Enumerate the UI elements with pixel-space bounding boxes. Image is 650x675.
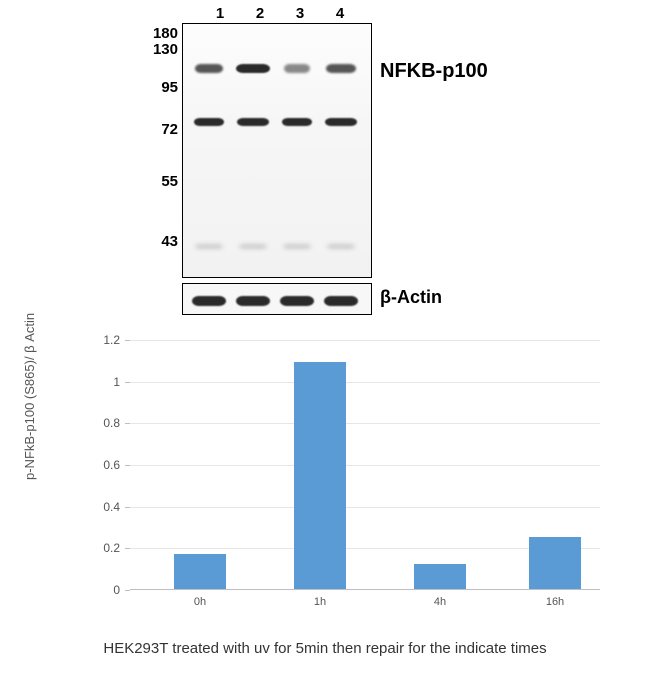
blot-membrane-actin xyxy=(182,283,372,315)
figure-caption: HEK293T treated with uv for 5min then re… xyxy=(0,640,650,657)
chart-bar xyxy=(529,537,581,589)
blot-smudge xyxy=(239,244,267,249)
y-tick-mark xyxy=(125,382,130,383)
chart-bar xyxy=(294,362,346,589)
chart-gridline xyxy=(130,382,600,383)
lane-number: 2 xyxy=(256,5,264,22)
band-label-nfkb: NFKB-p100 xyxy=(380,60,488,83)
y-tick-label: 0.2 xyxy=(80,541,120,555)
blot-band xyxy=(195,64,223,73)
mw-marker: 43 xyxy=(161,233,178,250)
chart-bar xyxy=(414,564,466,589)
y-tick-mark xyxy=(125,590,130,591)
blot-band xyxy=(326,64,356,73)
bar-chart: p-NFkB-p100 (S865)/ β Actin 0h1h4h16h 00… xyxy=(30,330,620,630)
blot-band xyxy=(282,118,312,126)
y-tick-label: 0 xyxy=(80,583,120,597)
lane-number: 1 xyxy=(216,5,224,22)
y-tick-label: 0.8 xyxy=(80,416,120,430)
x-tick-label: 16h xyxy=(546,596,564,608)
blot-smudge xyxy=(195,244,223,249)
x-tick-label: 0h xyxy=(194,596,206,608)
x-tick-label: 1h xyxy=(314,596,326,608)
x-tick-label: 4h xyxy=(434,596,446,608)
blot-band xyxy=(284,64,310,73)
chart-gridline xyxy=(130,465,600,466)
lane-number: 3 xyxy=(296,5,304,22)
chart-bar xyxy=(174,554,226,589)
chart-gridline xyxy=(130,340,600,341)
western-blot: 1 2 3 4 18013095725543 NFKB-p100 β-Actin xyxy=(120,5,500,325)
mw-marker: 95 xyxy=(161,79,178,96)
y-tick-label: 0.4 xyxy=(80,500,120,514)
blot-band xyxy=(324,296,358,306)
lane-number-row: 1 2 3 4 xyxy=(200,5,360,22)
mw-marker: 55 xyxy=(161,173,178,190)
blot-smudge xyxy=(327,244,355,249)
blot-smudge xyxy=(283,244,311,249)
blot-band xyxy=(280,296,314,306)
chart-gridline xyxy=(130,507,600,508)
chart-gridline xyxy=(130,423,600,424)
blot-band xyxy=(236,64,270,73)
blot-band xyxy=(325,118,357,126)
blot-band xyxy=(237,118,269,126)
y-tick-label: 1 xyxy=(80,375,120,389)
blot-band xyxy=(194,118,224,126)
y-tick-mark xyxy=(125,548,130,549)
blot-band xyxy=(192,296,226,306)
y-tick-mark xyxy=(125,507,130,508)
y-tick-label: 0.6 xyxy=(80,458,120,472)
band-label-actin: β-Actin xyxy=(380,287,442,308)
blot-membrane-main xyxy=(182,23,372,278)
mw-marker: 180 xyxy=(153,25,178,42)
blot-band xyxy=(236,296,270,306)
y-axis-label: p-NFkB-p100 (S865)/ β Actin xyxy=(22,313,37,480)
y-tick-label: 1.2 xyxy=(80,333,120,347)
mw-marker: 130 xyxy=(153,41,178,58)
y-tick-mark xyxy=(125,340,130,341)
mw-marker: 72 xyxy=(161,121,178,138)
y-tick-mark xyxy=(125,423,130,424)
chart-plot-area xyxy=(130,340,600,590)
lane-number: 4 xyxy=(336,5,344,22)
y-tick-mark xyxy=(125,465,130,466)
